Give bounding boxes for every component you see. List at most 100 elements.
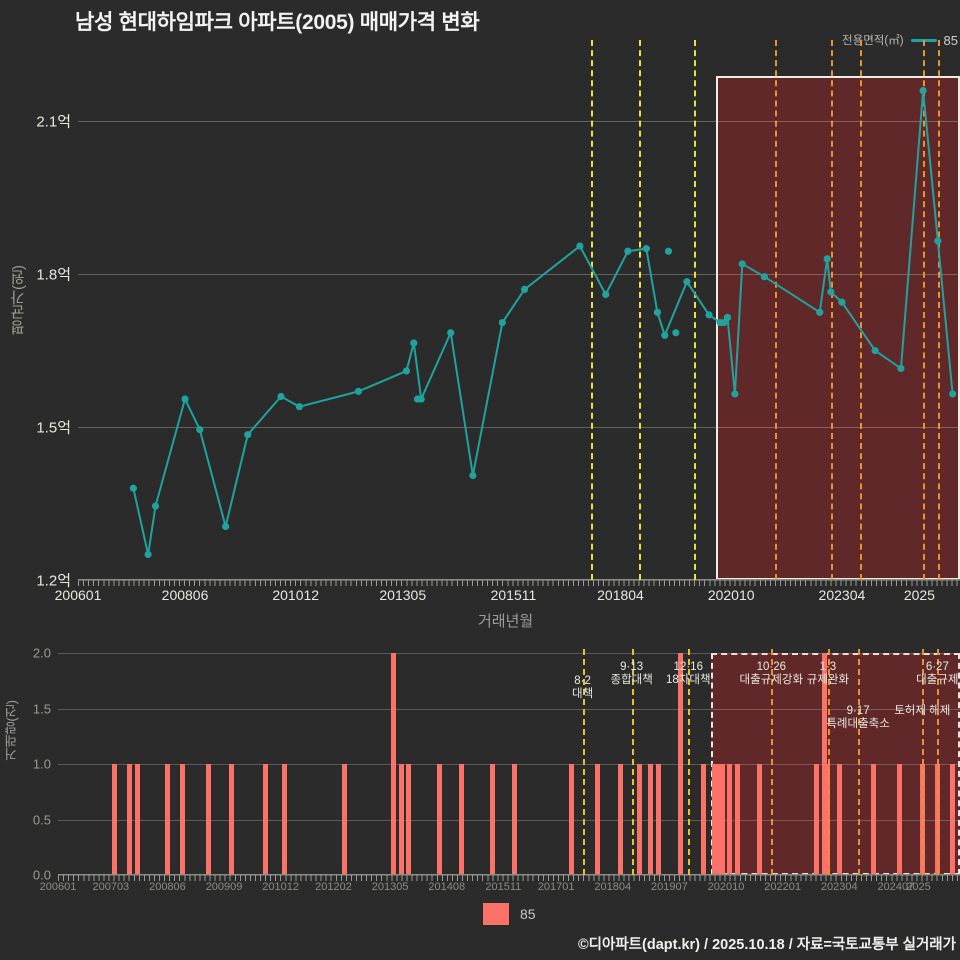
volume-x-tick: 201511 (485, 881, 522, 893)
volume-bar[interactable] (719, 764, 725, 875)
price-x-minor-ticks (78, 580, 960, 586)
price-point[interactable] (277, 392, 285, 401)
price-point[interactable] (731, 390, 739, 398)
volume-bar[interactable] (678, 653, 684, 875)
volume-bar[interactable] (164, 764, 170, 875)
event-line-price (694, 40, 697, 580)
volume-bar[interactable] (459, 764, 465, 875)
event-line-volume (582, 649, 585, 875)
price-x-tick: 201804 (597, 587, 644, 603)
price-point[interactable] (949, 390, 957, 398)
price-point[interactable] (129, 484, 137, 492)
price-point[interactable] (871, 346, 879, 355)
volume-bar[interactable] (512, 764, 518, 875)
price-point[interactable] (897, 364, 905, 373)
price-point[interactable] (196, 426, 204, 434)
price-point[interactable] (653, 308, 661, 316)
volume-chart-plot: 0.0 0.5 1.0 1.5 2.0 200601 200703 200806 200909 2… (33, 646, 960, 893)
volume-y-tick: 1.5 (32, 701, 51, 716)
volume-x-tick: 200601 (39, 881, 77, 893)
volume-bar[interactable] (263, 764, 269, 875)
price-point[interactable] (683, 278, 691, 286)
price-scatter-point[interactable] (664, 247, 673, 255)
price-point[interactable] (919, 86, 927, 95)
price-point[interactable] (410, 339, 418, 347)
volume-bar[interactable] (112, 764, 118, 875)
volume-bar[interactable] (568, 764, 574, 875)
volume-bar[interactable] (727, 764, 733, 875)
top-legend-value: 85 (943, 32, 958, 48)
price-point[interactable] (738, 260, 746, 268)
price-point[interactable] (760, 273, 769, 281)
volume-bar[interactable] (734, 764, 740, 875)
price-point[interactable] (576, 242, 584, 250)
volume-bar[interactable] (489, 764, 495, 875)
volume-y-tick: 2.0 (32, 645, 51, 661)
volume-x-tick: 201305 (371, 881, 409, 893)
price-point[interactable] (602, 290, 610, 299)
volume-gridline (58, 819, 960, 821)
price-point[interactable] (447, 329, 455, 337)
price-chart-plot: 1.2억 1.5억 1.8억 2.1억 200601 200806 201012 201305… (36, 40, 960, 603)
price-point[interactable] (934, 237, 942, 245)
price-x-tick: 200806 (161, 587, 209, 603)
volume-bar[interactable] (870, 764, 876, 875)
volume-bar[interactable] (715, 764, 721, 875)
price-point[interactable] (642, 245, 650, 253)
volume-bar[interactable] (836, 764, 842, 875)
price-point[interactable] (661, 331, 669, 339)
volume-bar[interactable] (398, 764, 404, 875)
volume-bar[interactable] (436, 764, 442, 875)
price-point[interactable] (244, 431, 252, 439)
price-point[interactable] (222, 522, 230, 531)
event-line-price (590, 40, 593, 580)
volume-x-tick: 201408 (428, 881, 466, 893)
volume-bar[interactable] (342, 764, 348, 875)
volume-bar[interactable] (712, 764, 718, 875)
price-y-tick: 1.5억 (36, 419, 71, 437)
price-point[interactable] (469, 471, 477, 480)
price-point[interactable] (144, 550, 152, 559)
volume-bar[interactable] (281, 764, 287, 875)
price-point[interactable] (624, 247, 632, 255)
volume-bar[interactable] (814, 764, 820, 875)
volume-bar[interactable] (127, 764, 133, 875)
volume-bar[interactable] (229, 764, 235, 875)
price-point[interactable] (838, 298, 846, 306)
volume-bar[interactable] (757, 764, 763, 875)
volume-bar[interactable] (595, 764, 601, 875)
volume-bar[interactable] (821, 653, 827, 875)
price-point[interactable] (181, 395, 189, 403)
volume-bar[interactable] (134, 764, 140, 875)
event-line-volume (858, 649, 861, 875)
volume-bar[interactable] (617, 764, 623, 875)
volume-bar[interactable] (391, 653, 397, 875)
price-point[interactable] (823, 255, 831, 263)
price-point[interactable] (498, 318, 506, 327)
volume-bar[interactable] (655, 764, 661, 875)
price-point[interactable] (520, 285, 529, 294)
price-point[interactable] (402, 367, 411, 375)
price-point[interactable] (705, 311, 713, 319)
volume-bar[interactable] (636, 764, 642, 875)
price-scatter-point[interactable] (413, 395, 422, 403)
price-scatter-point[interactable] (723, 313, 732, 322)
volume-x-tick: 201012 (262, 881, 300, 893)
price-point[interactable] (720, 318, 728, 327)
volume-bar[interactable] (949, 764, 955, 875)
volume-bar[interactable] (206, 764, 212, 875)
volume-bar[interactable] (406, 764, 412, 875)
volume-bar[interactable] (700, 764, 706, 875)
price-scatter-point[interactable] (672, 329, 680, 337)
price-point[interactable] (151, 502, 160, 510)
footer-credit: ©디아파트(dapt.kr) / 2025.10.18 / 자료=국토교통부 실… (577, 937, 956, 953)
price-x-tick: 200601 (54, 587, 102, 603)
event-line-price (860, 40, 863, 580)
price-point[interactable] (354, 387, 363, 395)
volume-bar[interactable] (180, 764, 186, 875)
price-point[interactable] (816, 308, 824, 316)
volume-bar[interactable] (897, 764, 903, 875)
price-point[interactable] (295, 403, 304, 411)
price-point[interactable] (827, 288, 835, 296)
volume-bar[interactable] (648, 764, 654, 875)
